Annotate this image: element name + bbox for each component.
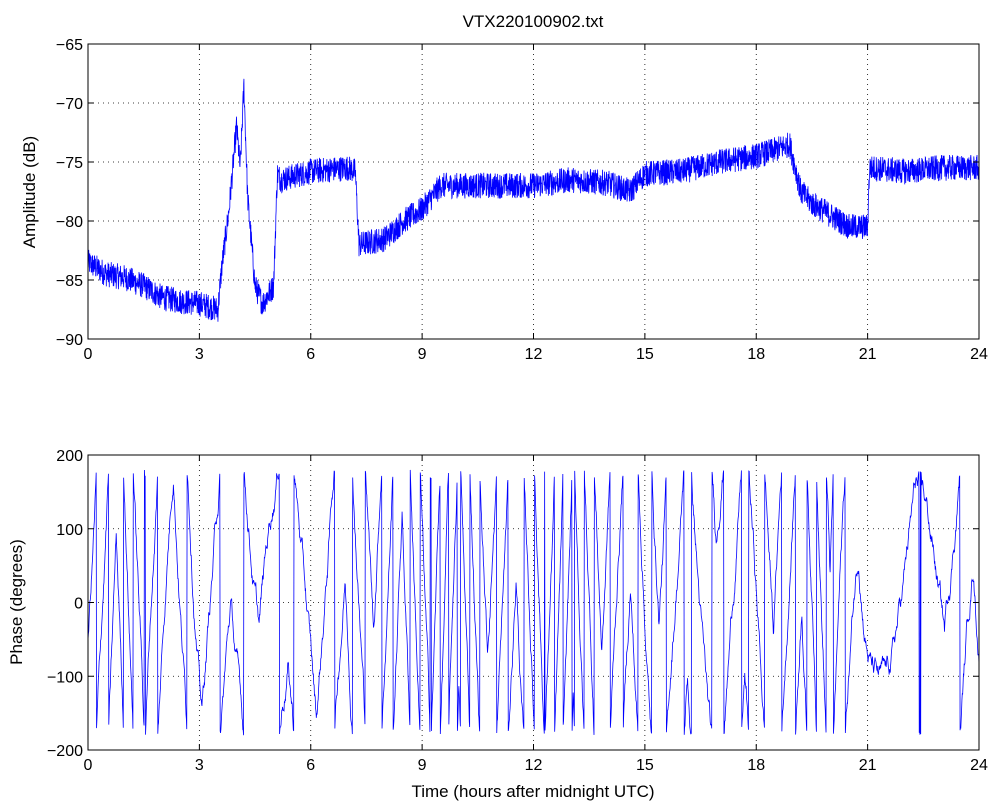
amplitude-ytick-label: −75 bbox=[56, 155, 83, 172]
phase-xlabel: Time (hours after midnight UTC) bbox=[411, 782, 654, 801]
amplitude-xtick-label: 9 bbox=[418, 346, 427, 363]
phase-ytick-label: 200 bbox=[56, 448, 83, 465]
amplitude-ytick-label: −80 bbox=[56, 214, 83, 231]
phase-xtick-label: 21 bbox=[859, 757, 877, 774]
amplitude-xtick-label: 15 bbox=[636, 346, 654, 363]
amplitude-panel: 0 3 6 9 12 15 18 21 24 −65 −70 −75 −80 −85 −90 VTX2201… bbox=[20, 12, 988, 363]
phase-xtick-label: 0 bbox=[84, 757, 93, 774]
phase-xtick-label: 9 bbox=[418, 757, 427, 774]
amplitude-xtick-label: 3 bbox=[195, 346, 204, 363]
phase-series bbox=[87, 469, 980, 736]
amplitude-xtick-label: 21 bbox=[859, 346, 877, 363]
amplitude-xtick-label: 0 bbox=[84, 346, 93, 363]
amplitude-xtick-label: 24 bbox=[970, 346, 988, 363]
amplitude-ytick-label: −90 bbox=[56, 332, 83, 349]
phase-line bbox=[87, 469, 980, 736]
phase-xtick-label: 6 bbox=[306, 757, 315, 774]
phase-panel: 0 3 6 9 12 15 18 21 24 200 100 0 −100 −200 Time (hour… bbox=[7, 448, 988, 801]
phase-ytick-label: 0 bbox=[74, 596, 83, 613]
phase-ylabel: Phase (degrees) bbox=[7, 539, 26, 665]
amplitude-ytick-label: −85 bbox=[56, 273, 83, 290]
phase-ytick-label: −100 bbox=[47, 669, 83, 686]
amplitude-line bbox=[87, 78, 980, 322]
amplitude-xtick-label: 18 bbox=[747, 346, 765, 363]
phase-xtick-label: 24 bbox=[970, 757, 988, 774]
amplitude-xtick-label: 6 bbox=[306, 346, 315, 363]
phase-ytick-label: −200 bbox=[47, 743, 83, 760]
amplitude-title: VTX220100902.txt bbox=[463, 12, 604, 31]
amplitude-ticks: 0 3 6 9 12 15 18 21 24 −65 −70 −75 −80 −85 −90 bbox=[56, 37, 988, 363]
amplitude-grid bbox=[88, 44, 979, 339]
amplitude-ytick-label: −70 bbox=[56, 96, 83, 113]
phase-xtick-label: 12 bbox=[525, 757, 543, 774]
amplitude-series bbox=[87, 78, 980, 322]
phase-xtick-label: 3 bbox=[195, 757, 204, 774]
phase-xtick-label: 15 bbox=[636, 757, 654, 774]
amplitude-xtick-label: 12 bbox=[525, 346, 543, 363]
phase-grid bbox=[88, 455, 979, 750]
phase-xtick-label: 18 bbox=[747, 757, 765, 774]
amplitude-ytick-label: −65 bbox=[56, 37, 83, 54]
phase-ytick-label: 100 bbox=[56, 522, 83, 539]
amplitude-ylabel: Amplitude (dB) bbox=[20, 136, 39, 248]
phase-ticks: 0 3 6 9 12 15 18 21 24 200 100 0 −100 −200 bbox=[47, 448, 988, 774]
